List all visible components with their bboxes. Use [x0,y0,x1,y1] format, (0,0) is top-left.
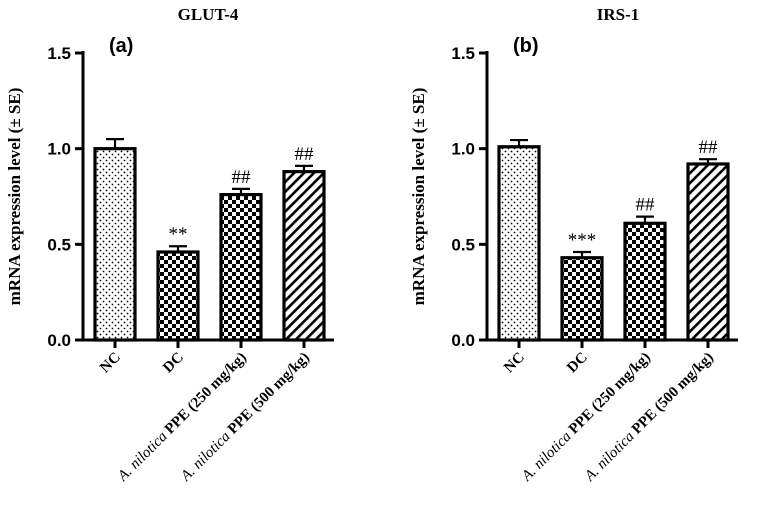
significance-annotation: ## [636,195,656,216]
x-tick-label-species: A. nilotica [518,426,577,485]
bar [156,250,200,342]
x-tick-label: NC [97,350,124,377]
bar [623,221,667,342]
x-tick-label: A. nilotica PPE (500 mg/kg) [177,350,312,485]
significance-annotation: ** [169,224,188,245]
y-tick-label: 0.5 [47,235,71,254]
x-tick-label: A. nilotica PPE (250 mg/kg) [518,350,653,485]
x-tick-label-species: A. nilotica [114,426,173,485]
bar [686,162,730,342]
significance-annotation: ## [232,167,252,188]
chart-panel-a: GLUT-4 (a) mRNA expression level (± SE) 0.0… [5,5,334,485]
x-tick-label: A. nilotica PPE (250 mg/kg) [114,350,249,485]
chart-title: GLUT-4 [178,5,239,24]
y-axis-label: mRNA expression level (± SE) [5,88,24,306]
y-tick-label: 1.5 [451,44,475,63]
y-tick-label: 1.0 [451,140,475,159]
y-tick-label: 0.0 [47,331,71,350]
x-tick-label: DC [564,350,591,377]
panel-label: (b) [513,35,539,57]
significance-annotation: ## [699,137,719,158]
x-tick-label-species: A. nilotica [581,426,640,485]
significance-annotation: ## [295,144,315,165]
x-tick-label-text: DC [160,350,187,377]
y-tick-label: 0.0 [451,331,475,350]
panel-label: (a) [109,35,133,57]
y-tick-label: 1.0 [47,140,71,159]
x-tick-label-text: NC [501,350,528,377]
y-axis-label: mRNA expression level (± SE) [409,88,428,306]
chart-panel-b: IRS-1 (b) mRNA expression level (± SE) 0.0 0… [409,5,738,485]
x-tick-label-text: DC [564,350,591,377]
bar [219,192,263,342]
x-tick-label: DC [160,350,187,377]
chart-title: IRS-1 [597,5,640,24]
y-tick-label: 1.5 [47,44,71,63]
x-tick-label-text: NC [97,350,124,377]
bar [497,145,541,342]
bar [282,170,326,342]
x-tick-label: A. nilotica PPE (500 mg/kg) [581,350,716,485]
y-tick-label: 0.5 [451,235,475,254]
significance-annotation: *** [568,230,597,251]
x-tick-label-species: A. nilotica [177,426,236,485]
bar [560,256,604,342]
x-tick-label: NC [501,350,528,377]
bar [93,147,137,342]
